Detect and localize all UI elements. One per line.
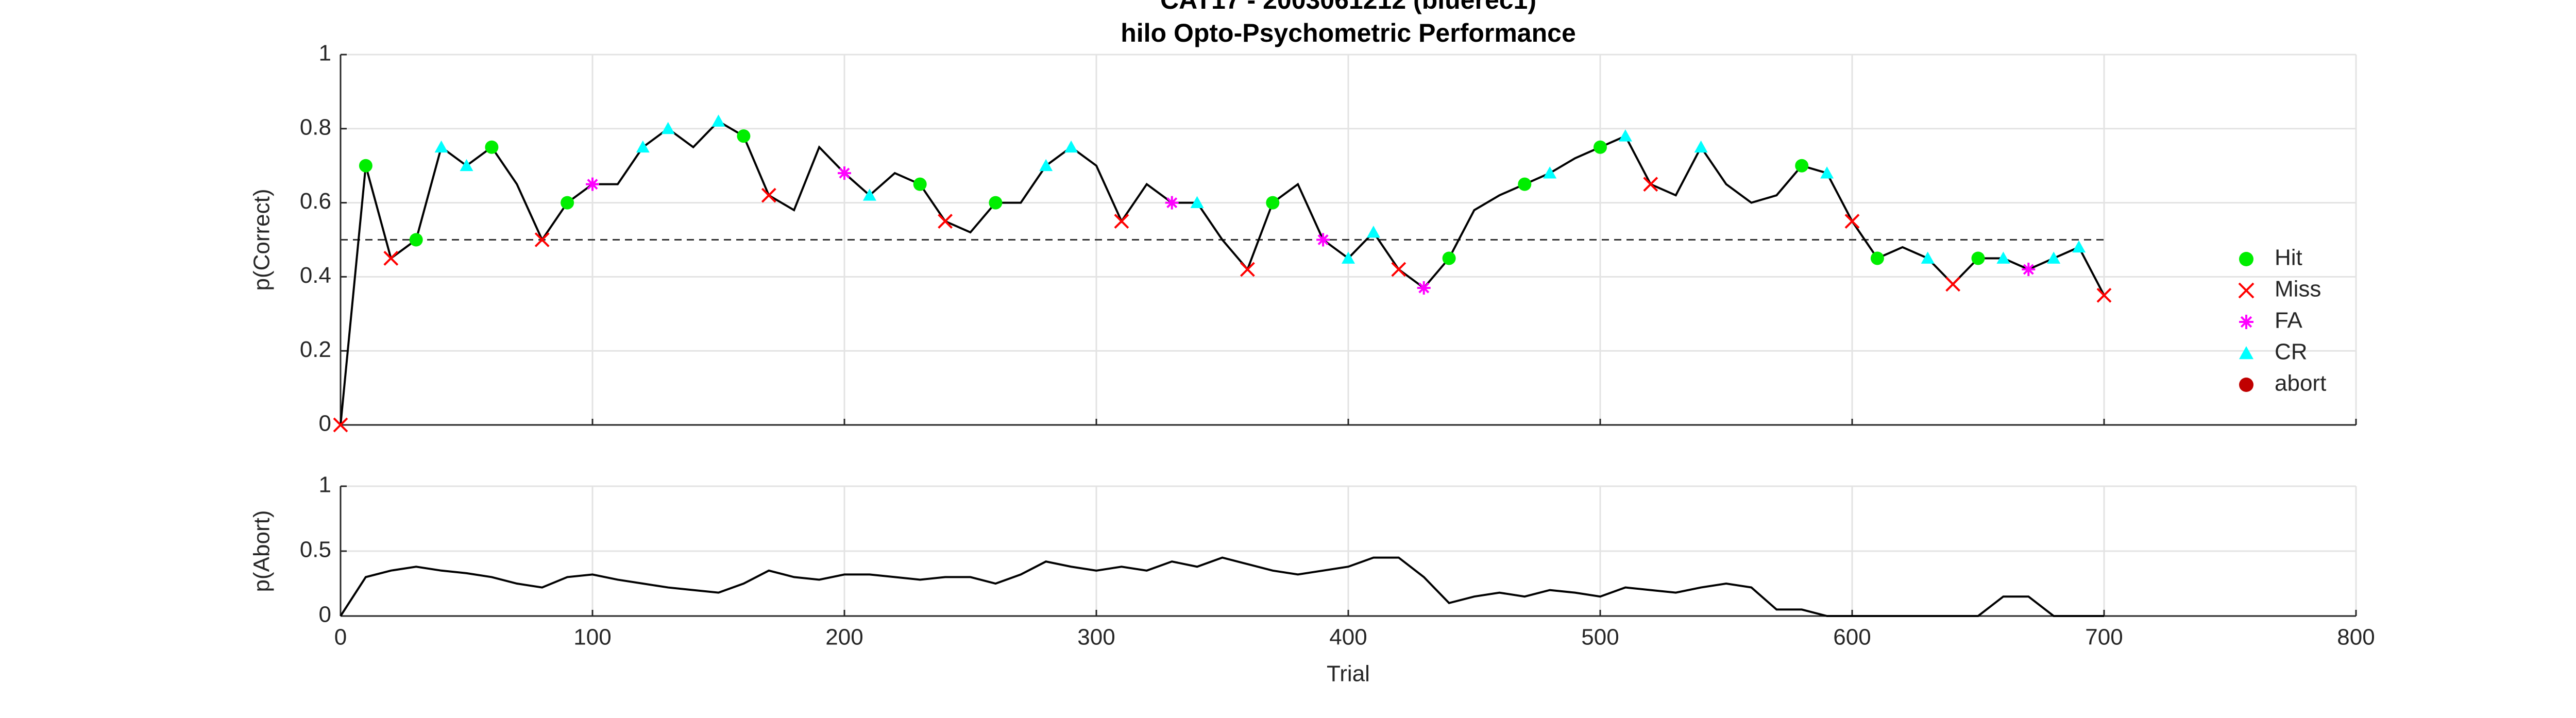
marker <box>561 196 574 210</box>
marker <box>838 166 851 180</box>
marker <box>1971 251 1985 265</box>
marker <box>1417 281 1431 295</box>
x-tick-label: 0 <box>334 625 347 650</box>
marker <box>1391 262 1406 277</box>
marker <box>1442 251 1456 265</box>
marker <box>460 159 473 172</box>
marker <box>1945 277 1961 292</box>
marker <box>359 159 372 173</box>
marker <box>1820 166 1834 179</box>
marker <box>1518 177 1532 191</box>
marker <box>1870 251 1884 265</box>
marker <box>737 129 751 143</box>
chart-title: CAT17 - 2003061212 (bluerec1) <box>1160 0 1536 14</box>
legend-label: CR <box>2275 339 2308 365</box>
y-tick-label: 0 <box>319 411 331 436</box>
marker <box>761 187 776 203</box>
marker <box>485 140 499 154</box>
x-axis-label: Trial <box>1327 661 1370 687</box>
y-tick-label: 0.5 <box>300 537 331 562</box>
y-axis-label: p(Correct) <box>249 189 275 290</box>
marker <box>1643 177 1658 192</box>
legend-marker <box>2239 378 2253 392</box>
marker <box>1114 214 1129 229</box>
marker <box>1594 140 1607 154</box>
marker <box>2072 240 2086 253</box>
x-tick-label: 400 <box>1329 625 1367 650</box>
marker <box>1795 159 1809 173</box>
x-tick-label: 500 <box>1581 625 1619 650</box>
y-tick-label: 0.4 <box>300 263 331 288</box>
marker <box>913 177 927 191</box>
y-tick-label: 1 <box>319 41 331 66</box>
x-tick-label: 700 <box>2085 625 2123 650</box>
y-tick-label: 0.2 <box>300 337 331 362</box>
data-line <box>340 119 2105 425</box>
marker <box>2047 251 2061 264</box>
marker <box>1618 129 1632 142</box>
legend-marker <box>2239 346 2253 360</box>
chart-subtitle: hilo Opto-Psychometric Performance <box>1121 19 1576 47</box>
marker <box>586 177 599 191</box>
data-line <box>340 556 2104 617</box>
legend-marker <box>2238 282 2255 299</box>
x-tick-label: 600 <box>1833 625 1871 650</box>
marker <box>1366 226 1380 238</box>
marker <box>383 251 399 266</box>
marker <box>938 214 953 229</box>
marker <box>2022 263 2036 277</box>
marker <box>711 114 725 127</box>
legend-marker <box>2239 315 2253 329</box>
marker <box>1996 251 2010 264</box>
marker <box>1064 140 1078 153</box>
marker <box>534 232 550 247</box>
legend-label: abort <box>2275 371 2326 396</box>
marker <box>862 189 876 201</box>
x-tick-label: 800 <box>2337 625 2375 650</box>
marker <box>1190 196 1204 208</box>
marker <box>1316 233 1330 247</box>
legend-marker <box>2239 252 2253 266</box>
y-tick-label: 0.8 <box>300 114 331 140</box>
marker <box>1342 251 1355 264</box>
marker <box>1844 214 1860 229</box>
marker <box>1921 251 1935 264</box>
marker <box>1165 196 1179 210</box>
y-axis-label: p(Abort) <box>249 510 275 592</box>
marker <box>333 417 348 433</box>
marker <box>409 233 423 247</box>
marker <box>1266 196 1280 210</box>
y-tick-label: 0.6 <box>300 189 331 214</box>
x-tick-label: 300 <box>1077 625 1115 650</box>
marker <box>1694 140 1708 153</box>
marker <box>1039 159 1053 172</box>
marker <box>661 122 675 134</box>
x-tick-label: 200 <box>825 625 863 650</box>
y-tick-label: 0 <box>319 602 331 627</box>
y-tick-label: 1 <box>319 472 331 498</box>
marker <box>2096 287 2112 303</box>
legend-label: FA <box>2275 308 2302 333</box>
marker <box>434 140 448 153</box>
legend-label: Miss <box>2275 277 2321 302</box>
marker <box>1543 166 1557 179</box>
marker <box>1240 262 1255 277</box>
marker <box>989 196 1003 210</box>
legend-label: Hit <box>2275 245 2302 270</box>
marker <box>636 140 650 153</box>
x-tick-label: 100 <box>573 625 611 650</box>
